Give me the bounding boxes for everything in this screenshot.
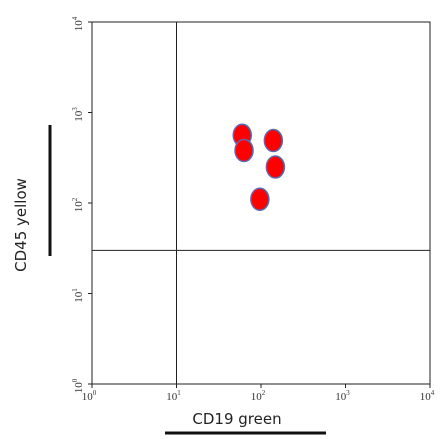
y-tick-label: 104 (71, 16, 85, 31)
y-tick-label: 102 (71, 197, 85, 212)
x-tick-label: 101 (166, 389, 181, 403)
quadrant-gates (92, 22, 430, 384)
data-point (265, 155, 286, 179)
y-tick-label: 103 (71, 107, 85, 122)
x-axis-title: CD19 green (192, 410, 281, 428)
cell-population (232, 123, 286, 212)
y-tick-label: 101 (71, 288, 85, 303)
y-axis-title: CD45 yellow (12, 178, 30, 272)
axis-ticks: 100 101 102 103 104 100 101 102 103 104 (71, 16, 435, 403)
x-tick-label: 103 (335, 389, 350, 403)
x-tick-label: 100 (82, 389, 97, 403)
x-tick-label: 102 (251, 389, 266, 403)
data-point (234, 138, 254, 163)
x-tick-label: 104 (420, 389, 435, 403)
y-tick-label: 100 (71, 378, 85, 393)
data-point (263, 128, 284, 153)
data-point (250, 187, 270, 212)
